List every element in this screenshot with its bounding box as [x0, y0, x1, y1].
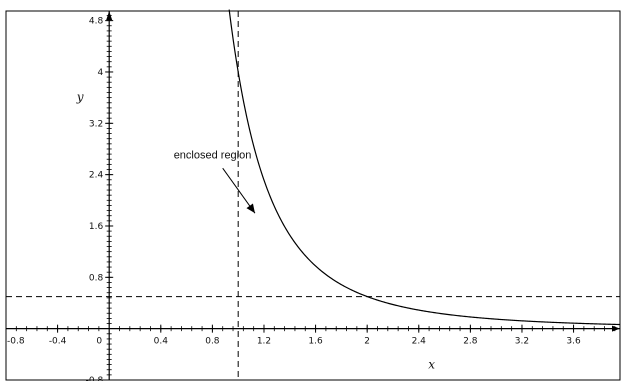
x-tick-label: 0 [96, 337, 102, 347]
x-tick-label: 2.8 [463, 337, 478, 347]
y-tick-label: 2.4 [89, 171, 104, 181]
x-tick-label: 0.8 [205, 337, 220, 347]
x-tick-label: 2 [364, 337, 370, 347]
y-tick-label: 4 [97, 68, 103, 78]
y-tick-label: 4.8 [89, 17, 104, 27]
annotation-arrowhead [246, 203, 255, 214]
y-axis-title: y [76, 90, 84, 104]
x-tick-label: 3.6 [566, 337, 581, 347]
x-axis-arrowhead [612, 325, 620, 332]
y-tick-label: 0.8 [89, 273, 104, 283]
x-tick-label: 1.2 [257, 337, 271, 347]
x-tick-label: -0.8 [7, 337, 25, 347]
function-curve [228, 9, 621, 326]
annotation-arrow-line [222, 167, 256, 214]
y-tick-label: 3.2 [89, 119, 103, 129]
annotation-label: enclosed region [174, 150, 252, 162]
x-axis-title: x [428, 358, 435, 372]
x-tick-label: 2.4 [412, 337, 427, 347]
x-tick-label: 1.6 [308, 337, 323, 347]
plot-frame [5, 10, 621, 381]
y-tick-label: 1.6 [89, 222, 104, 232]
x-tick-label: -0.4 [49, 337, 67, 347]
y-axis-arrowhead [106, 11, 113, 20]
y-tick-label: -0.8 [86, 376, 104, 381]
x-tick-label: 3.2 [515, 337, 529, 347]
x-tick-label: 0.4 [154, 337, 169, 347]
